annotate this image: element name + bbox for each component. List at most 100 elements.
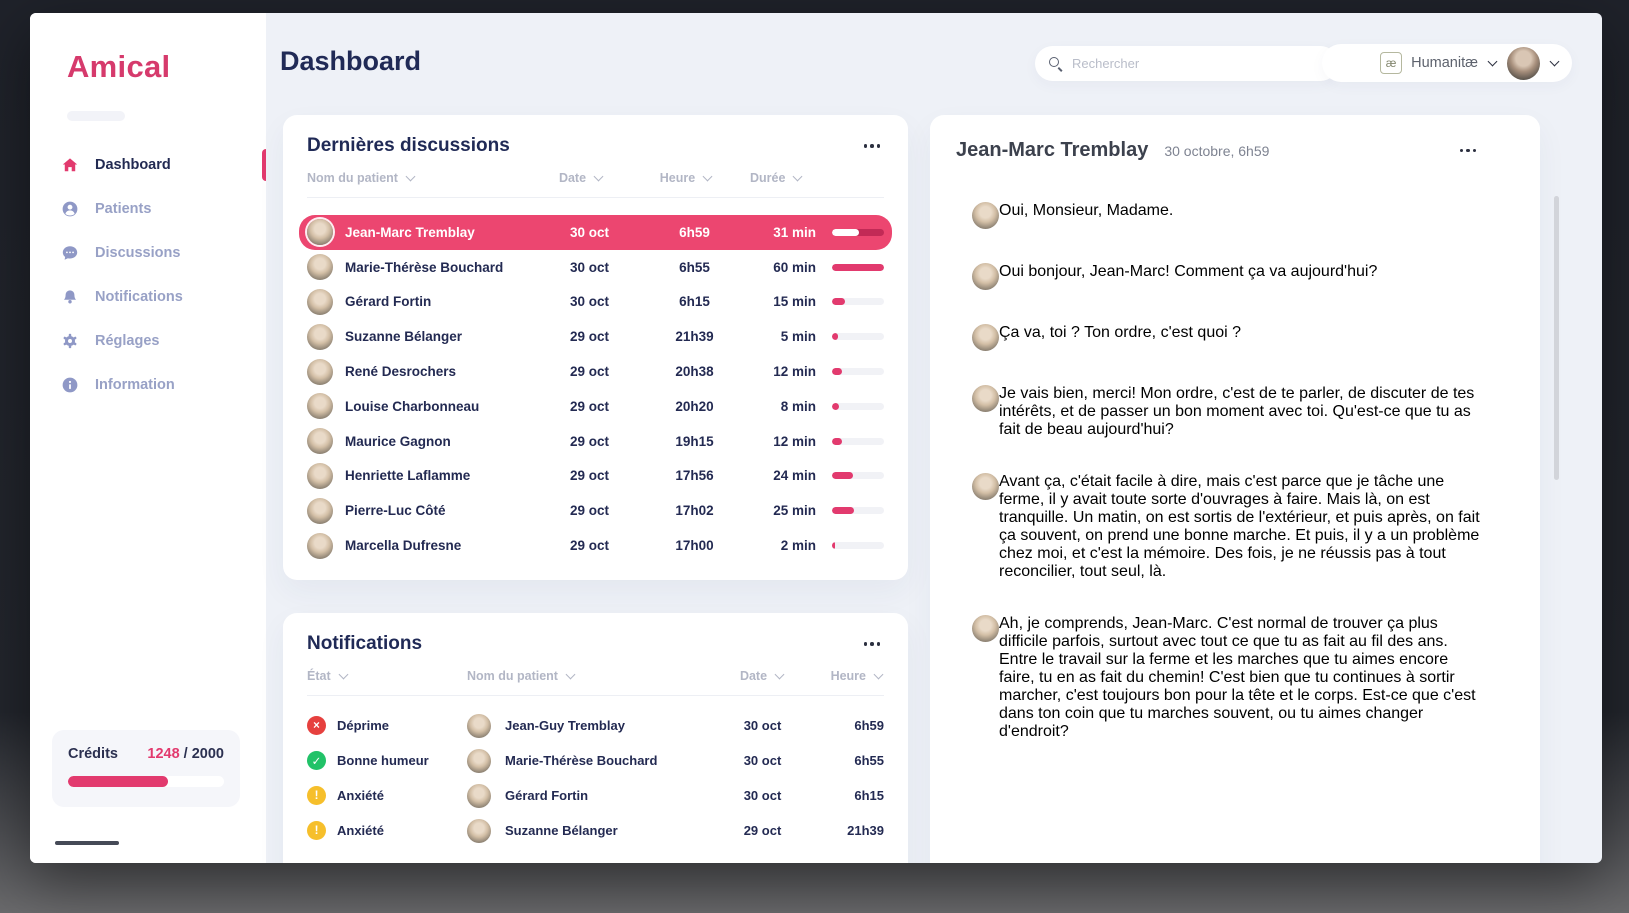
notifications-panel: Notifications État Nom du patient Date H… bbox=[283, 613, 908, 863]
avatar bbox=[307, 288, 333, 315]
discussions-table-body: Jean-Marc Tremblay 30 oct 6h59 31 min Ma… bbox=[299, 215, 892, 563]
chevron-down-icon bbox=[702, 171, 713, 182]
sidebar-item[interactable]: Information bbox=[30, 363, 266, 407]
avatar bbox=[307, 219, 333, 246]
language-icon: æ bbox=[1380, 52, 1403, 74]
chat-message-text: Avant ça, c'était facile à dire, mais c'… bbox=[999, 473, 1480, 580]
avatar bbox=[307, 497, 333, 524]
chevron-down-icon bbox=[774, 669, 785, 680]
table-row[interactable]: René Desrochers 29 oct 20h38 12 min bbox=[299, 354, 892, 389]
sidebar-item[interactable]: Dashboard bbox=[30, 143, 266, 187]
chevron-down-icon bbox=[405, 171, 416, 182]
table-row[interactable]: ! Anxiété Gérard Fortin 30 oct 6h15 bbox=[299, 778, 892, 813]
chat-message-text: Oui, Monsieur, Madame. bbox=[999, 202, 1174, 219]
table-row[interactable]: Suzanne Bélanger 29 oct 21h39 5 min bbox=[299, 319, 892, 354]
column-header-duration[interactable]: Durée bbox=[744, 171, 884, 185]
chevron-down-icon[interactable] bbox=[1487, 56, 1498, 67]
status-icon: ! bbox=[307, 821, 326, 840]
discussion-time: 20h20 bbox=[675, 398, 714, 414]
credits-progressbar bbox=[68, 776, 224, 787]
table-row[interactable]: Marie-Thérèse Bouchard 30 oct 6h55 60 mi… bbox=[299, 250, 892, 285]
avatar bbox=[307, 532, 333, 559]
sidebar-item-label: Réglages bbox=[95, 333, 160, 349]
chat-header: Jean-Marc Tremblay 30 octobre, 6h59 bbox=[930, 115, 1540, 162]
chat-message-text: Ça va, toi ? Ton ordre, c'est quoi ? bbox=[999, 324, 1242, 341]
user-avatar[interactable] bbox=[1507, 46, 1540, 80]
status-icon: ✓ bbox=[307, 751, 326, 770]
table-row[interactable]: × Déprime Jean-Guy Tremblay 30 oct 6h59 bbox=[299, 708, 892, 743]
notifications-table-body: × Déprime Jean-Guy Tremblay 30 oct 6h59 … bbox=[299, 708, 892, 848]
chevron-down-icon[interactable] bbox=[1549, 56, 1560, 67]
gear-icon bbox=[61, 332, 79, 350]
chevron-down-icon bbox=[338, 669, 349, 680]
search-icon bbox=[1049, 56, 1063, 71]
table-row[interactable]: ! Anxiété Suzanne Bélanger 29 oct 21h39 bbox=[299, 813, 892, 848]
table-row[interactable]: Maurice Gagnon 29 oct 19h15 12 min bbox=[299, 424, 892, 459]
chat-datetime: 30 octobre, 6h59 bbox=[1164, 143, 1270, 159]
discussion-duration: 15 min bbox=[773, 294, 816, 310]
notification-time: 6h55 bbox=[854, 753, 884, 768]
sidebar-item[interactable]: Notifications bbox=[30, 275, 266, 319]
discussion-time: 6h15 bbox=[679, 294, 710, 310]
duration-bar bbox=[832, 437, 884, 445]
avatar bbox=[467, 783, 491, 808]
patient-cell: Jean-Guy Tremblay bbox=[467, 713, 715, 738]
duration-bar bbox=[832, 542, 884, 550]
avatar bbox=[307, 462, 333, 489]
discussion-date: 29 oct bbox=[569, 398, 610, 414]
table-row[interactable]: Marcella Dufresne 29 oct 17h00 2 min bbox=[299, 528, 892, 563]
sidebar-item-label: Information bbox=[95, 377, 175, 393]
avatar bbox=[972, 473, 999, 500]
column-header-patient[interactable]: Nom du patient bbox=[467, 669, 715, 683]
column-header-time[interactable]: Heure bbox=[810, 669, 884, 683]
credits-value: 1248 / 2000 bbox=[147, 746, 224, 762]
discussion-date: 30 oct bbox=[569, 224, 610, 240]
column-header-status[interactable]: État bbox=[307, 669, 467, 683]
discussion-time: 21h39 bbox=[675, 329, 714, 345]
table-row[interactable]: Gérard Fortin 30 oct 6h15 15 min bbox=[299, 285, 892, 320]
panel-title: Notifications bbox=[307, 633, 423, 654]
sidebar-item[interactable]: Discussions bbox=[30, 231, 266, 275]
sidebar-item[interactable]: Réglages bbox=[30, 319, 266, 363]
table-row[interactable]: ✓ Bonne humeur Marie-Thérèse Bouchard 30… bbox=[299, 743, 892, 778]
patient-name: Marie-Thérèse Bouchard bbox=[505, 753, 658, 768]
discussion-date: 30 oct bbox=[569, 259, 610, 275]
discussion-duration: 24 min bbox=[773, 468, 816, 484]
chat-messages: Oui, Monsieur, Madame. Oui bonjour, Jean… bbox=[930, 162, 1540, 741]
avatar bbox=[307, 323, 333, 350]
panel-title: Dernières discussions bbox=[307, 135, 510, 156]
main-content: Dashboard Rechercher æ Humanitæ Dernière… bbox=[266, 13, 1602, 863]
discussion-date: 29 oct bbox=[569, 468, 610, 484]
credits-progress-fill bbox=[68, 776, 168, 787]
sidebar-nav: Dashboard Patients Discussions Notificat… bbox=[30, 143, 266, 407]
discussion-time: 20h38 bbox=[675, 364, 714, 380]
table-row[interactable]: Henriette Laflamme 29 oct 17h56 24 min bbox=[299, 459, 892, 494]
duration-bar bbox=[832, 402, 884, 410]
patient-name: Louise Charbonneau bbox=[345, 398, 480, 414]
table-row[interactable]: Jean-Marc Tremblay 30 oct 6h59 31 min bbox=[299, 215, 892, 250]
patient-name: Gérard Fortin bbox=[345, 294, 432, 310]
credits-card: Crédits 1248 / 2000 bbox=[52, 730, 240, 807]
column-header-time[interactable]: Heure bbox=[629, 171, 744, 185]
discussion-time: 19h15 bbox=[675, 433, 714, 449]
status-cell: ! Anxiété bbox=[307, 786, 467, 805]
avatar bbox=[467, 748, 491, 773]
scrollbar-thumb[interactable] bbox=[1554, 196, 1559, 480]
sidebar-item[interactable]: Patients bbox=[30, 187, 266, 231]
column-header-date[interactable]: Date bbox=[534, 171, 629, 185]
search-input[interactable]: Rechercher bbox=[1035, 46, 1338, 81]
column-header-patient[interactable]: Nom du patient bbox=[307, 171, 534, 185]
notification-date: 30 oct bbox=[743, 718, 782, 733]
more-menu-button[interactable] bbox=[860, 638, 885, 650]
patient-name: Suzanne Bélanger bbox=[345, 329, 463, 345]
table-row[interactable]: Pierre-Luc Côté 29 oct 17h02 25 min bbox=[299, 493, 892, 528]
avatar bbox=[972, 202, 999, 229]
app-logo: Amical bbox=[67, 49, 171, 84]
table-header: Nom du patient Date Heure Durée bbox=[307, 159, 884, 198]
table-row[interactable]: Louise Charbonneau 29 oct 20h20 8 min bbox=[299, 389, 892, 424]
more-menu-button[interactable] bbox=[1456, 145, 1481, 157]
patient-name: Maurice Gagnon bbox=[345, 433, 451, 449]
duration-bar bbox=[832, 472, 884, 480]
more-menu-button[interactable] bbox=[860, 140, 885, 152]
column-header-date[interactable]: Date bbox=[715, 669, 810, 683]
